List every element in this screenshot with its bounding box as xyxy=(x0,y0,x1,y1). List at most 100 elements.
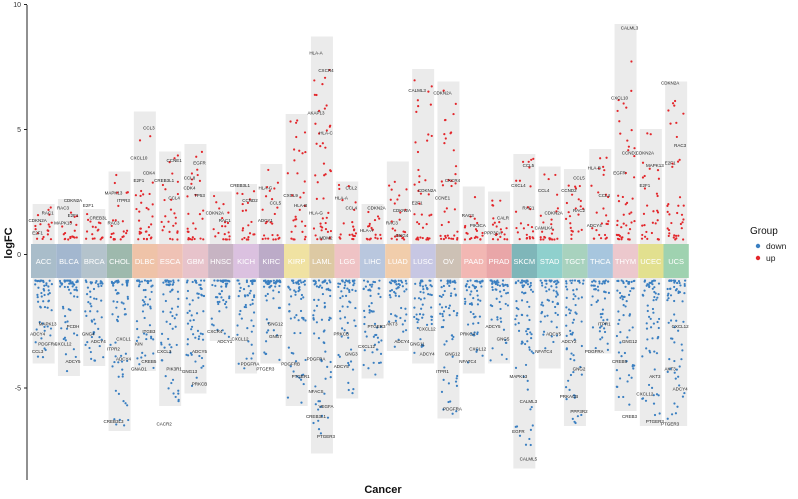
point-down xyxy=(228,295,231,298)
point-down xyxy=(246,294,249,297)
point-up xyxy=(630,60,633,63)
point-down xyxy=(418,313,422,316)
point-down xyxy=(160,343,163,346)
point-down xyxy=(556,292,559,295)
point-down xyxy=(126,404,129,407)
point-up xyxy=(404,208,407,211)
point-down xyxy=(619,296,622,299)
gene-label: ADCY5 xyxy=(486,324,502,329)
point-down xyxy=(352,388,355,391)
gene-label: CXCL10 xyxy=(611,96,629,101)
point-up xyxy=(554,173,557,177)
point-down xyxy=(34,283,37,286)
point-down xyxy=(681,349,684,352)
point-down xyxy=(573,338,576,341)
point-down xyxy=(111,282,115,285)
point-down xyxy=(495,288,498,291)
point-down xyxy=(136,279,139,282)
point-up xyxy=(278,236,281,239)
point-down xyxy=(126,297,130,300)
point-down xyxy=(185,353,188,356)
point-down xyxy=(524,291,527,294)
gene-label: CREB3L1 xyxy=(154,178,175,183)
point-down xyxy=(673,371,676,374)
point-down xyxy=(236,333,239,336)
point-up xyxy=(151,181,154,184)
point-up xyxy=(228,235,231,238)
point-down xyxy=(353,279,356,282)
point-down xyxy=(675,368,678,371)
point-down xyxy=(497,281,500,284)
point-down xyxy=(405,288,408,291)
gene-label: CREB3L1 xyxy=(230,183,251,188)
point-up xyxy=(325,129,328,132)
point-down xyxy=(647,383,651,387)
gene-label: CAMLK4 xyxy=(535,226,554,231)
point-down xyxy=(521,285,524,289)
point-down xyxy=(200,356,204,360)
gene-label: CCNE1 xyxy=(435,196,451,201)
point-up xyxy=(99,222,102,225)
point-up xyxy=(542,238,545,241)
point-up xyxy=(418,202,421,205)
point-down xyxy=(34,341,37,344)
gene-label: RAC3 xyxy=(674,143,687,148)
tile-label-lgg: LGG xyxy=(339,257,355,266)
point-up xyxy=(643,224,646,227)
point-up xyxy=(620,226,623,229)
point-up xyxy=(172,224,175,227)
point-down xyxy=(419,281,422,284)
point-down xyxy=(98,344,101,348)
point-down xyxy=(164,375,167,378)
tile-label-ucec: UCEC xyxy=(640,257,662,266)
point-up xyxy=(304,150,307,154)
gene-label: ADCY4 xyxy=(394,339,410,344)
gene-label: CXCR4 xyxy=(207,329,223,334)
point-down xyxy=(349,348,353,351)
point-down xyxy=(595,300,598,304)
point-down xyxy=(201,338,205,341)
point-up xyxy=(491,223,495,226)
point-up xyxy=(149,135,152,138)
point-down xyxy=(569,309,572,312)
point-up xyxy=(303,131,307,134)
point-down xyxy=(40,291,43,295)
point-down xyxy=(317,428,321,431)
gene-label: CXCL12 xyxy=(232,337,250,342)
point-down xyxy=(652,322,655,325)
point-down xyxy=(520,340,524,343)
point-down xyxy=(363,309,366,312)
legend-key-up xyxy=(755,255,761,261)
point-up xyxy=(526,206,530,209)
point-down xyxy=(472,297,475,300)
point-up xyxy=(646,204,649,207)
gene-label: CXCL4 xyxy=(511,183,526,188)
point-down xyxy=(373,343,377,346)
point-up xyxy=(48,225,51,228)
point-up xyxy=(619,132,622,135)
point-down xyxy=(364,330,367,333)
point-up xyxy=(69,221,72,224)
point-down xyxy=(303,283,306,286)
point-down xyxy=(252,324,255,328)
gene-label: GNG3 xyxy=(345,352,358,357)
point-down xyxy=(191,299,194,302)
point-up xyxy=(518,238,521,241)
point-up xyxy=(452,112,455,116)
point-up xyxy=(222,238,225,241)
point-down xyxy=(390,279,393,282)
point-up xyxy=(417,105,420,108)
point-down xyxy=(601,336,604,339)
point-down xyxy=(368,283,372,286)
gene-label: CCL4 xyxy=(345,206,357,211)
point-up xyxy=(633,176,636,179)
point-up xyxy=(550,223,553,226)
point-down xyxy=(643,289,646,292)
column-bg-skcm xyxy=(513,154,536,469)
point-down xyxy=(297,283,300,286)
point-down xyxy=(579,365,582,369)
point-up xyxy=(676,160,680,163)
point-down xyxy=(657,394,660,397)
point-down xyxy=(514,281,517,285)
point-down xyxy=(345,279,348,282)
